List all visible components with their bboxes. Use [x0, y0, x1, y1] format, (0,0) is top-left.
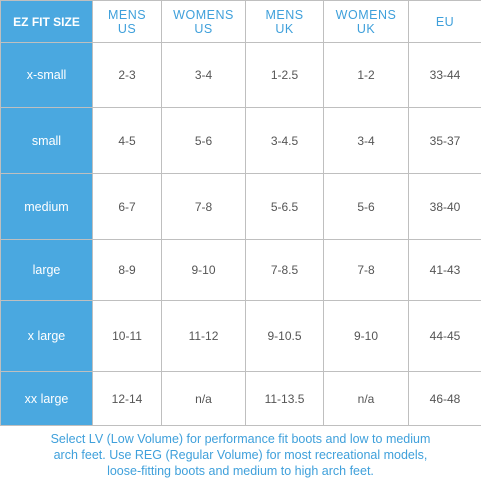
- table-cell: 6-7: [92, 173, 162, 240]
- column-header-mens-uk: MENS UK: [245, 0, 324, 43]
- table-cell: 35-37: [408, 107, 481, 174]
- column-header-line1: WOMENS: [173, 7, 234, 22]
- table-cell: 1-2: [323, 42, 409, 108]
- size-label: xx large: [0, 371, 93, 426]
- table-cell: 9-10: [323, 300, 409, 372]
- column-header-line1: MENS: [265, 7, 304, 22]
- corner-header: EZ FIT SIZE: [0, 0, 93, 43]
- note-line: loose-fitting boots and medium to high a…: [107, 464, 374, 478]
- table-cell: 11-13.5: [245, 371, 324, 426]
- table-cell: 46-48: [408, 371, 481, 426]
- size-label: x-small: [0, 42, 93, 108]
- table-cell: 3-4: [323, 107, 409, 174]
- table-cell: 5-6: [161, 107, 246, 174]
- table-row-x-small: x-small 2-3 3-4 1-2.5 1-2 33-44: [0, 42, 481, 108]
- size-chart-table: EZ FIT SIZE MENS US WOMENS US MENS UK WOMEN…: [0, 0, 481, 426]
- table-cell: 5-6: [323, 173, 409, 240]
- column-header-line2: UK: [356, 21, 376, 36]
- column-header-womens-us: WOMENS US: [161, 0, 246, 43]
- size-label: large: [0, 239, 93, 301]
- table-cell: 3-4.5: [245, 107, 324, 174]
- table-cell: n/a: [323, 371, 409, 426]
- table-cell: 7-8.5: [245, 239, 324, 301]
- table-cell: 5-6.5: [245, 173, 324, 240]
- note-line: Select LV (Low Volume) for performance f…: [50, 432, 431, 446]
- size-label: small: [0, 107, 93, 174]
- table-cell: 3-4: [161, 42, 246, 108]
- table-cell: 33-44: [408, 42, 481, 108]
- table-cell: 10-11: [92, 300, 162, 372]
- table-cell: 7-8: [161, 173, 246, 240]
- column-header-line2: US: [117, 21, 137, 36]
- header-row: EZ FIT SIZE MENS US WOMENS US MENS UK WOMEN…: [0, 0, 481, 43]
- size-label: x large: [0, 300, 93, 372]
- table-row-small: small 4-5 5-6 3-4.5 3-4 35-37: [0, 107, 481, 174]
- table-cell: 9-10: [161, 239, 246, 301]
- table-cell: n/a: [161, 371, 246, 426]
- size-label: medium: [0, 173, 93, 240]
- table-cell: 4-5: [92, 107, 162, 174]
- column-header-line1: MENS: [107, 7, 147, 22]
- column-header-womens-uk: WOMENS UK: [323, 0, 409, 43]
- table-row-medium: medium 6-7 7-8 5-6.5 5-6 38-40: [0, 173, 481, 240]
- table-cell: 1-2.5: [245, 42, 324, 108]
- column-header-line2: UK: [275, 21, 294, 36]
- column-header-eu: EU: [408, 0, 481, 43]
- table-cell: 7-8: [323, 239, 409, 301]
- note-line: arch feet. Use REG (Regular Volume) for …: [53, 448, 428, 462]
- column-header-mens-us: MENS US: [92, 0, 162, 43]
- table-cell: 2-3: [92, 42, 162, 108]
- table-cell: 41-43: [408, 239, 481, 301]
- table-cell: 11-12: [161, 300, 246, 372]
- column-header-line1: EU: [435, 14, 455, 29]
- table-cell: 12-14: [92, 371, 162, 426]
- table-row-x-large: x large 10-11 11-12 9-10.5 9-10 44-45: [0, 300, 481, 372]
- table-row-large: large 8-9 9-10 7-8.5 7-8 41-43: [0, 239, 481, 301]
- table-cell: 8-9: [92, 239, 162, 301]
- table-cell: 38-40: [408, 173, 481, 240]
- volume-note: Select LV (Low Volume) for performance f…: [0, 431, 481, 479]
- table-cell: 9-10.5: [245, 300, 324, 372]
- column-header-line2: US: [194, 21, 213, 36]
- table-cell: 44-45: [408, 300, 481, 372]
- column-header-line1: WOMENS: [335, 7, 397, 22]
- table-row-xx-large: xx large 12-14 n/a 11-13.5 n/a 46-48: [0, 371, 481, 426]
